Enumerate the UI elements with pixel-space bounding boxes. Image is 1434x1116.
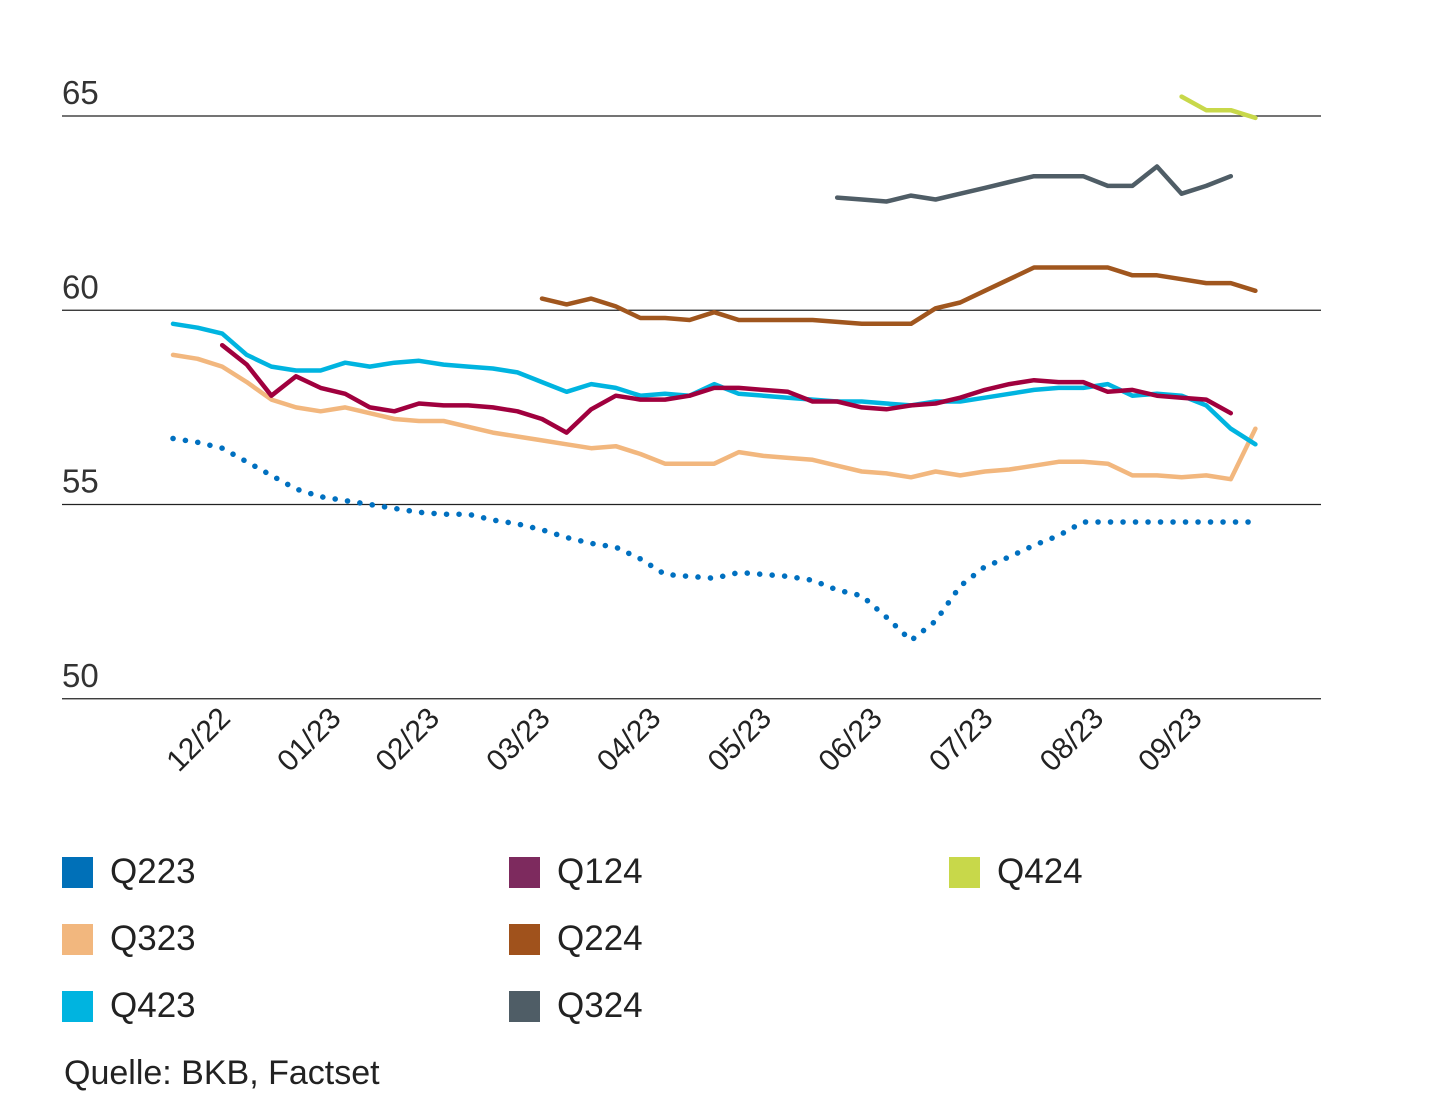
series-lines <box>170 94 1259 644</box>
series-line-q224 <box>539 265 1258 327</box>
x-tick-label: 08/23 <box>1034 702 1110 778</box>
legend-item-q423: Q423 <box>62 986 196 1026</box>
series-line-q223 <box>170 435 1259 644</box>
series-line-q324 <box>834 164 1234 204</box>
x-tick-label: 07/23 <box>923 702 999 778</box>
y-tick-label: 60 <box>62 268 99 305</box>
y-axis-ticks: 50 55 60 65 <box>62 74 99 694</box>
series-line-q424 <box>1179 94 1258 121</box>
x-tick-label: 03/23 <box>480 702 556 778</box>
x-tick-label: 05/23 <box>702 702 778 778</box>
legend-item-q224: Q224 <box>509 919 643 959</box>
legend-swatch <box>62 923 93 955</box>
series-line-q323 <box>170 352 1258 482</box>
x-axis-ticks: 12/22 01/23 02/23 03/23 04/23 05/23 06/23 07/23… <box>160 702 1208 778</box>
y-tick-label: 55 <box>62 463 99 500</box>
legend-item-q424: Q424 <box>949 852 1083 892</box>
x-tick-label: 02/23 <box>370 702 446 778</box>
series-line-q124 <box>219 342 1234 435</box>
legend-swatch <box>62 990 93 1022</box>
source-note: Quelle: BKB, Factset <box>64 1054 380 1092</box>
x-tick-label: 06/23 <box>812 702 888 778</box>
gridlines <box>62 115 1321 700</box>
legend-item-q124: Q124 <box>509 852 643 892</box>
legend-swatch <box>509 856 540 888</box>
legend-item-q223: Q223 <box>62 852 196 892</box>
legend-swatch <box>509 923 540 955</box>
legend-label: Q223 <box>110 852 196 891</box>
line-chart: 50 55 60 65 12/22 01/23 02/23 03/23 04/23 05/23 0… <box>62 74 1321 778</box>
y-tick-label: 65 <box>62 74 99 111</box>
legend-swatch <box>62 856 93 888</box>
legend-label: Q324 <box>557 986 643 1025</box>
x-tick-label: 04/23 <box>591 702 667 778</box>
legend-label: Q323 <box>110 919 196 958</box>
legend-label: Q224 <box>557 919 643 958</box>
legend-item-q323: Q323 <box>62 919 196 959</box>
legend-item-q324: Q324 <box>509 986 643 1026</box>
x-tick-label: 12/22 <box>160 702 236 778</box>
x-tick-label: 01/23 <box>271 702 347 778</box>
series-line-q423 <box>170 321 1258 447</box>
legend-label: Q124 <box>557 852 643 891</box>
legend-swatch <box>949 856 980 888</box>
legend-swatch <box>509 990 540 1022</box>
legend-label: Q423 <box>110 986 196 1025</box>
y-tick-label: 50 <box>62 657 99 694</box>
x-tick-label: 09/23 <box>1132 702 1208 778</box>
legend-label: Q424 <box>997 852 1083 891</box>
